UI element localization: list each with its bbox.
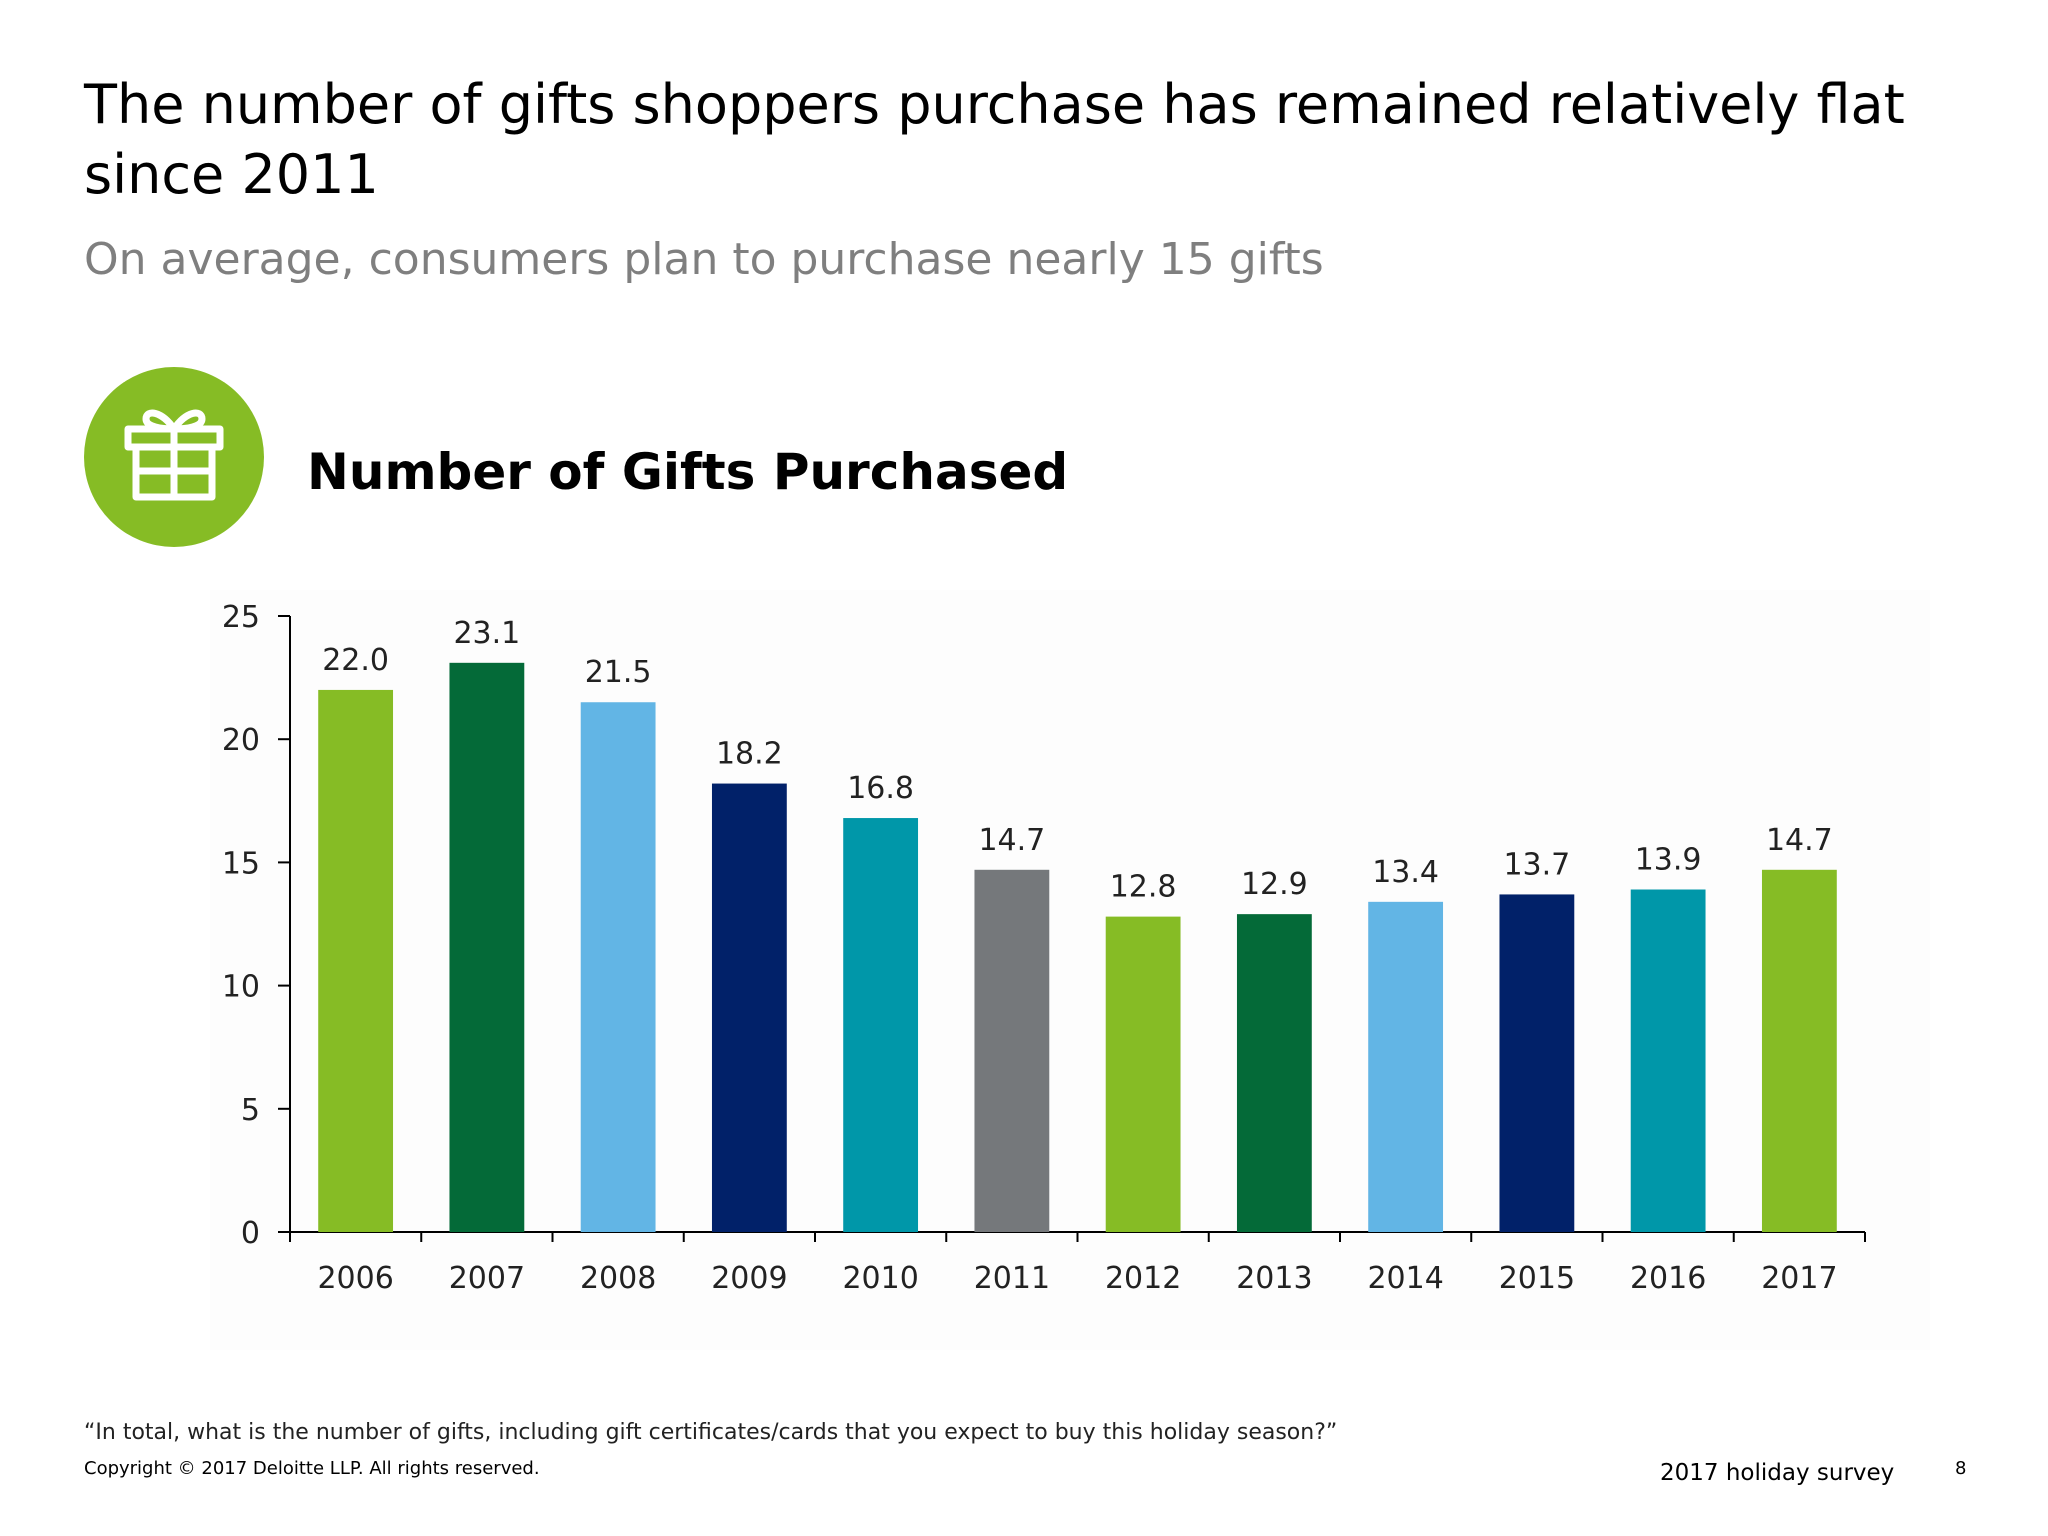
x-category-label: 2007 [449,1261,525,1296]
x-category-label: 2009 [711,1261,787,1296]
data-label: 14.7 [1766,823,1833,858]
bar-2009 [711,783,787,1232]
y-tick-label: 15 [222,846,260,881]
data-label: 12.9 [1241,867,1308,902]
bar-2006 [318,689,394,1232]
bar-2007 [449,662,525,1232]
y-tick-label: 5 [241,1093,260,1128]
copyright-notice: Copyright © 2017 Deloitte LLP. All right… [84,1458,540,1479]
x-category-label: 2016 [1630,1261,1706,1296]
y-tick-label: 25 [222,600,260,635]
data-label: 23.1 [453,616,520,651]
x-category-label: 2011 [974,1261,1050,1296]
survey-label: 2017 holiday survey [1660,1460,1895,1486]
data-label: 13.7 [1503,847,1570,882]
data-label: 12.8 [1110,870,1177,905]
bar-2017 [1761,869,1837,1232]
x-category-label: 2017 [1761,1261,1837,1296]
bar-2012 [1105,916,1181,1232]
bar-2010 [843,818,919,1232]
bar-2014 [1368,901,1444,1232]
x-category-label: 2010 [842,1261,918,1296]
slide-subhead: On average, consumers plan to purchase n… [84,234,1324,285]
y-tick-label: 20 [222,723,260,758]
survey-question: “In total, what is the number of gifts, … [84,1420,1338,1445]
x-category-label: 2012 [1105,1261,1181,1296]
y-tick-label: 0 [241,1216,260,1251]
x-category-label: 2015 [1499,1261,1575,1296]
bar-2016 [1630,889,1706,1232]
data-label: 21.5 [585,655,652,690]
bar-2013 [1236,914,1312,1232]
gift-icon [124,409,224,501]
bar-2011 [974,869,1050,1232]
x-category-label: 2013 [1236,1261,1312,1296]
bar-2008 [580,702,656,1232]
data-label: 13.9 [1635,843,1702,878]
x-category-label: 2008 [580,1261,656,1296]
x-category-label: 2014 [1367,1261,1443,1296]
data-label: 18.2 [716,737,783,772]
chart-title: Number of Gifts Purchased [307,443,1069,501]
bar-2015 [1499,894,1575,1232]
page-number: 8 [1955,1458,1967,1479]
data-label: 14.7 [978,823,1045,858]
gift-badge [84,367,264,547]
y-tick-label: 10 [222,970,260,1005]
slide-headline: The number of gifts shoppers purchase ha… [84,73,1905,206]
x-category-label: 2006 [317,1261,393,1296]
data-label: 13.4 [1372,855,1439,890]
data-label: 16.8 [847,771,914,806]
data-label: 22.0 [322,643,389,678]
